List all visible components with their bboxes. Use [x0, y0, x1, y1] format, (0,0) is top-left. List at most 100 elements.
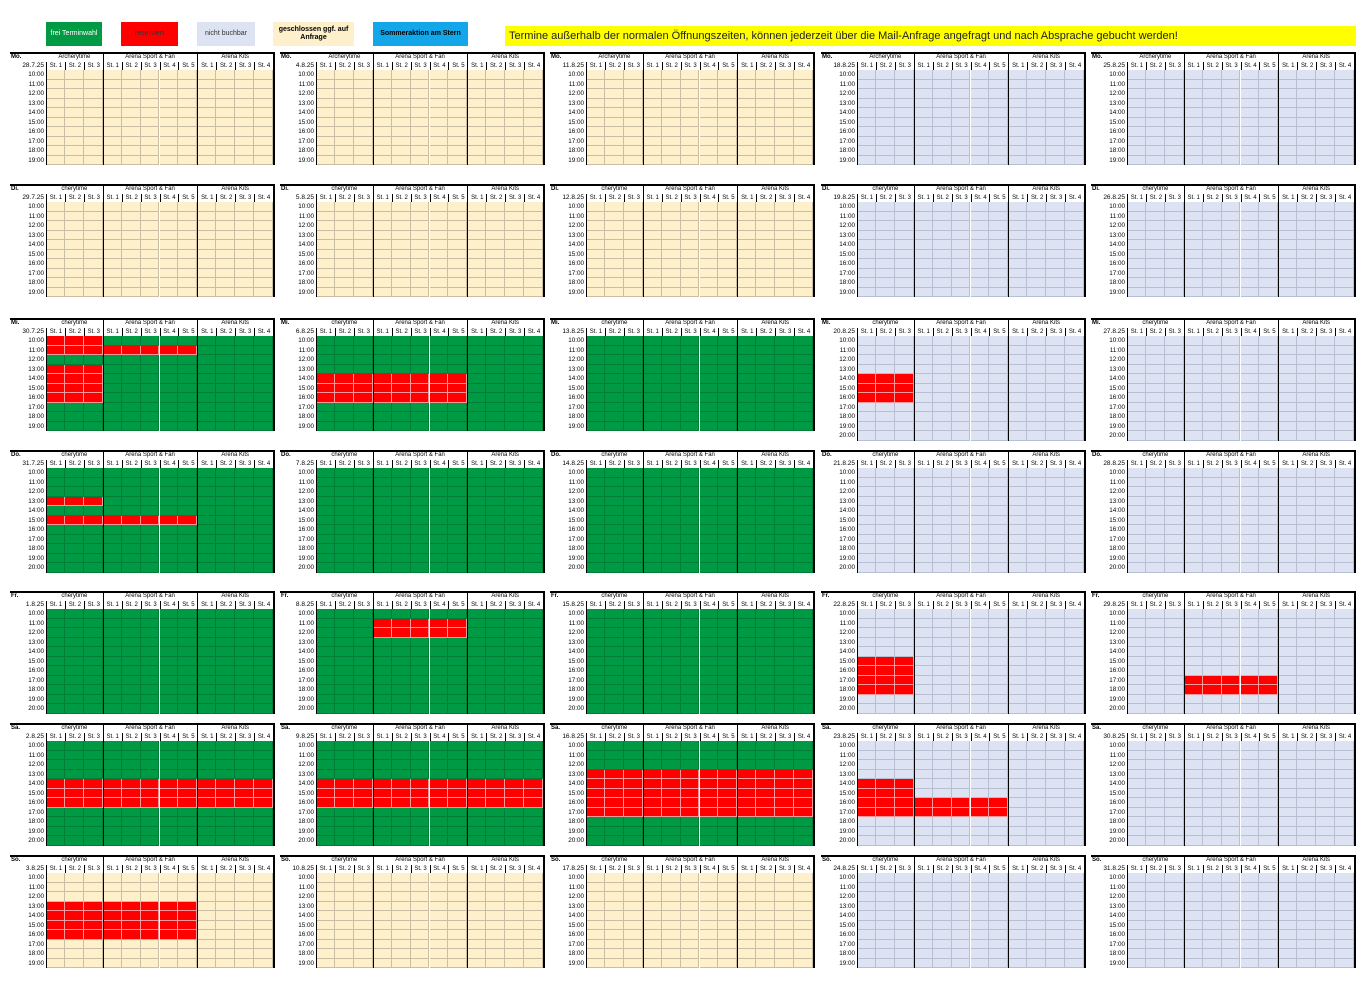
slot-free[interactable] — [159, 675, 179, 685]
slot-free[interactable] — [775, 544, 795, 554]
slot-free[interactable] — [429, 694, 449, 704]
slot-free[interactable] — [391, 525, 411, 535]
slot-free[interactable] — [235, 769, 255, 779]
slot-free[interactable] — [216, 515, 236, 525]
slot-free[interactable] — [235, 412, 255, 422]
slot-free[interactable] — [216, 364, 236, 374]
slot-free[interactable] — [372, 826, 392, 836]
slot-free[interactable] — [756, 750, 776, 760]
slot-free[interactable] — [699, 553, 719, 563]
slot-free[interactable] — [642, 515, 662, 525]
slot-free[interactable] — [604, 525, 624, 535]
slot-free[interactable] — [680, 477, 700, 487]
slot-free[interactable] — [642, 496, 662, 506]
slot-free[interactable] — [680, 544, 700, 554]
slot-free[interactable] — [505, 534, 525, 544]
slot-free[interactable] — [505, 826, 525, 836]
slot-free[interactable] — [756, 345, 776, 355]
slot-free[interactable] — [794, 750, 813, 760]
slot-free[interactable] — [623, 563, 643, 573]
slot-free[interactable] — [467, 345, 487, 355]
slot-free[interactable] — [235, 694, 255, 704]
slot-free[interactable] — [794, 685, 813, 695]
slot-free[interactable] — [661, 534, 681, 544]
slot-free[interactable] — [794, 741, 813, 751]
slot-free[interactable] — [586, 836, 605, 846]
slot-free[interactable] — [794, 694, 813, 704]
slot-free[interactable] — [623, 704, 643, 714]
slot-free[interactable] — [524, 544, 543, 554]
slot-free[interactable] — [718, 477, 738, 487]
slot-free[interactable] — [102, 412, 122, 422]
slot-free[interactable] — [794, 487, 813, 497]
slot-free[interactable] — [178, 807, 198, 817]
slot-free[interactable] — [372, 506, 392, 516]
slot-free[interactable] — [216, 694, 236, 704]
slot-free[interactable] — [737, 637, 757, 647]
slot-free[interactable] — [372, 515, 392, 525]
slot-free[interactable] — [46, 769, 65, 779]
slot-free[interactable] — [178, 393, 198, 403]
slot-free[interactable] — [334, 421, 354, 431]
slot-free[interactable] — [604, 383, 624, 393]
slot-free[interactable] — [524, 741, 543, 751]
slot-free[interactable] — [216, 412, 236, 422]
slot-free[interactable] — [410, 647, 430, 657]
slot-free[interactable] — [410, 817, 430, 827]
slot-free[interactable] — [102, 468, 122, 478]
slot-free[interactable] — [680, 402, 700, 412]
slot-free[interactable] — [524, 637, 543, 647]
slot-free[interactable] — [216, 355, 236, 365]
slot-free[interactable] — [661, 496, 681, 506]
slot-free[interactable] — [316, 412, 335, 422]
slot-free[interactable] — [623, 506, 643, 516]
slot-free[interactable] — [140, 364, 160, 374]
slot-free[interactable] — [102, 477, 122, 487]
slot-free[interactable] — [448, 525, 468, 535]
slot-free[interactable] — [775, 675, 795, 685]
slot-free[interactable] — [505, 553, 525, 563]
slot-free[interactable] — [83, 477, 103, 487]
slot-free[interactable] — [586, 487, 605, 497]
slot-free[interactable] — [661, 647, 681, 657]
slot-free[interactable] — [83, 694, 103, 704]
slot-free[interactable] — [718, 544, 738, 554]
slot-free[interactable] — [429, 496, 449, 506]
slot-free[interactable] — [467, 506, 487, 516]
slot-free[interactable] — [623, 836, 643, 846]
slot-free[interactable] — [334, 628, 354, 638]
slot-free[interactable] — [699, 637, 719, 647]
slot-free[interactable] — [775, 336, 795, 346]
slot-free[interactable] — [372, 675, 392, 685]
slot-free[interactable] — [178, 637, 198, 647]
slot-free[interactable] — [121, 750, 141, 760]
slot-free[interactable] — [586, 817, 605, 827]
slot-free[interactable] — [775, 666, 795, 676]
slot-free[interactable] — [661, 685, 681, 695]
slot-free[interactable] — [586, 563, 605, 573]
slot-free[interactable] — [661, 506, 681, 516]
slot-free[interactable] — [372, 807, 392, 817]
slot-free[interactable] — [661, 675, 681, 685]
slot-free[interactable] — [353, 468, 373, 478]
slot-free[interactable] — [46, 694, 65, 704]
slot-free[interactable] — [737, 563, 757, 573]
slot-free[interactable] — [699, 750, 719, 760]
slot-free[interactable] — [46, 836, 65, 846]
slot-free[interactable] — [83, 817, 103, 827]
slot-free[interactable] — [756, 412, 776, 422]
slot-free[interactable] — [197, 609, 217, 619]
slot-free[interactable] — [524, 826, 543, 836]
slot-free[interactable] — [334, 515, 354, 525]
slot-free[interactable] — [391, 468, 411, 478]
slot-free[interactable] — [642, 383, 662, 393]
slot-free[interactable] — [254, 760, 273, 770]
slot-free[interactable] — [756, 637, 776, 647]
slot-free[interactable] — [102, 525, 122, 535]
slot-free[interactable] — [235, 609, 255, 619]
slot-free[interactable] — [448, 496, 468, 506]
slot-free[interactable] — [775, 628, 795, 638]
slot-free[interactable] — [524, 336, 543, 346]
slot-free[interactable] — [586, 421, 605, 431]
slot-free[interactable] — [524, 836, 543, 846]
